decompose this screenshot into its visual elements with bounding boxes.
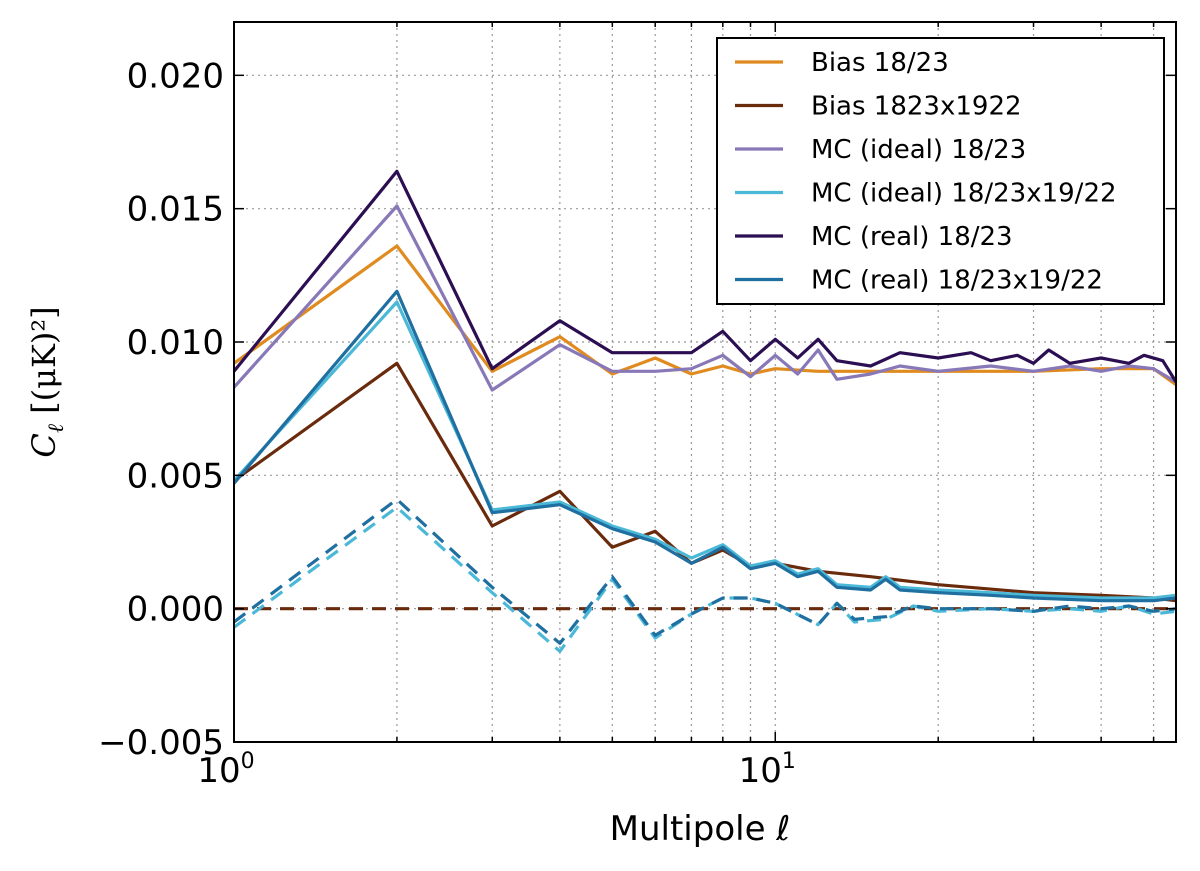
y-axis-label: Cℓ [(μK)²] — [25, 306, 69, 457]
legend-label: MC (real) 18/23 — [811, 222, 1013, 252]
legend-label: MC (ideal) 18/23x19/22 — [811, 179, 1117, 209]
series-layer — [232, 169, 1178, 653]
x-tick-label: 100 — [197, 749, 254, 791]
series-line-6 — [232, 289, 1177, 603]
series-line-9 — [233, 497, 1177, 645]
series-line-2 — [233, 361, 1177, 603]
series-line-4 — [232, 300, 1177, 600]
y-tick-label: 0.020 — [127, 56, 224, 96]
y-tick-label: 0.000 — [127, 590, 224, 630]
y-tick-label: 0.010 — [127, 323, 224, 363]
series-line-8 — [233, 505, 1177, 653]
legend-box — [716, 37, 1165, 305]
y-tick-label: −0.005 — [98, 723, 224, 763]
plot-frame — [233, 21, 1177, 743]
x-axis-label: Multipole ℓ — [610, 809, 791, 849]
legend-label: Bias 18/23 — [811, 48, 949, 78]
series-line-5 — [232, 169, 1178, 383]
y-tick-label: 0.015 — [127, 190, 224, 230]
legend-label: MC (real) 18/23x19/22 — [811, 266, 1103, 296]
x-tick-label: 101 — [739, 749, 796, 791]
legend-label: Bias 1823x1922 — [811, 92, 1022, 122]
y-axis-label-text: Cℓ [(μK)²] — [25, 306, 69, 457]
legend-label: MC (ideal) 18/23 — [811, 135, 1026, 165]
legend: Bias 18/23 Bias 1823x1922 MC (ideal) 18/23… — [716, 37, 1165, 305]
y-tick-label: 0.005 — [127, 456, 224, 496]
series-line-3 — [232, 204, 1177, 392]
